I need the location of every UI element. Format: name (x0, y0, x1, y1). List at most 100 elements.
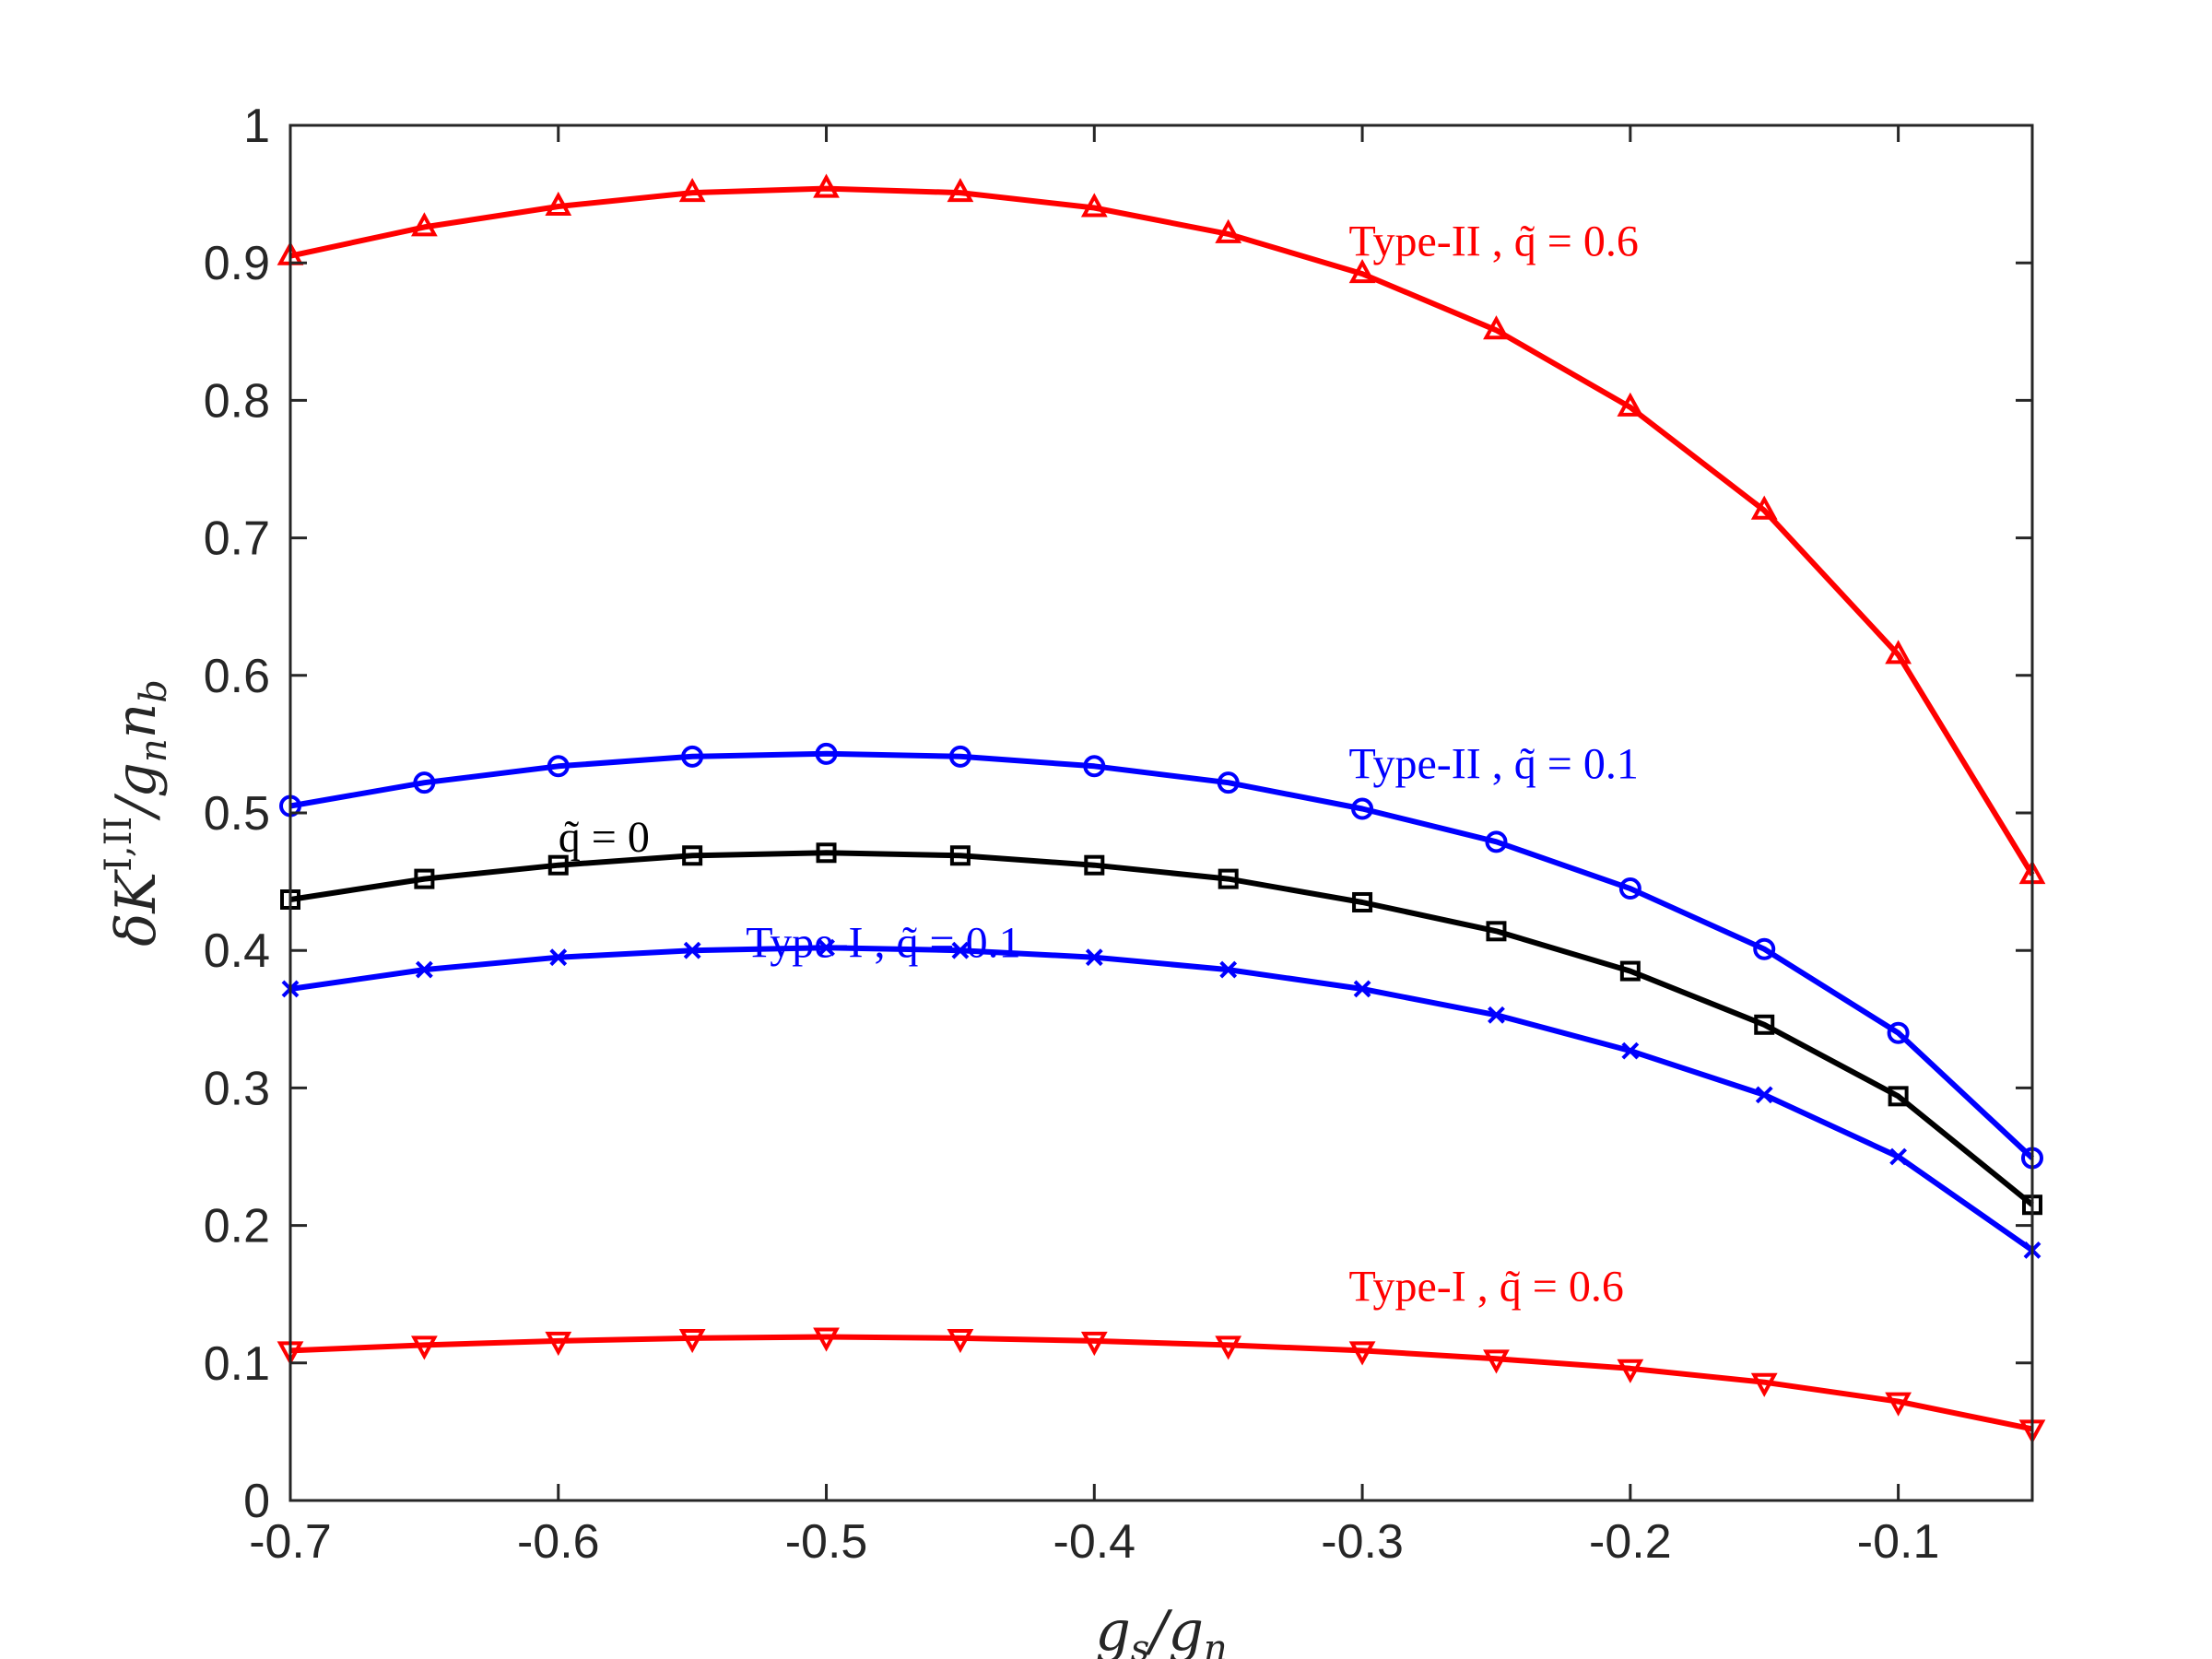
data-point (681, 745, 704, 768)
data-point (682, 845, 703, 866)
data-point (813, 1327, 840, 1352)
data-point (1083, 755, 1106, 778)
series (281, 938, 2041, 1259)
data-point (951, 941, 970, 959)
data-point (549, 948, 568, 967)
x-tick-label: -0.4 (1053, 1515, 1136, 1569)
data-point (1488, 1006, 1505, 1024)
data-point (1483, 1349, 1510, 1374)
x-tick-label: -0.3 (1321, 1515, 1404, 1569)
data-point (1215, 218, 1242, 243)
series (279, 742, 2043, 1170)
data-point (1755, 1086, 1773, 1104)
data-point (411, 212, 438, 237)
data-point (1885, 1392, 1912, 1417)
data-point (1080, 1331, 1108, 1357)
data-point (1621, 1041, 1640, 1060)
data-point (1483, 315, 1510, 340)
data-point (1888, 1086, 1909, 1107)
data-point (1889, 1147, 1908, 1166)
y-tick-label: 0.4 (204, 924, 270, 978)
data-point (545, 191, 572, 217)
series-line (289, 1334, 2033, 1432)
data-point (415, 960, 433, 979)
y-tick-label: 0.5 (204, 787, 270, 841)
series-line (289, 850, 2034, 1207)
annotation-label: Type-II , q̃ = 0.1 (1349, 740, 1639, 789)
data-point (1753, 937, 1776, 960)
data-point (1080, 193, 1108, 218)
data-point (816, 842, 837, 864)
series (280, 842, 2042, 1216)
data-point (1887, 1021, 1910, 1044)
data-point (1219, 960, 1238, 979)
x-tick-label: -0.6 (517, 1515, 600, 1569)
data-point (1352, 891, 1373, 912)
data-point (1754, 1014, 1775, 1035)
annotation-label: Type-I , q̃ = 0.1 (746, 919, 1020, 968)
annotation-label: Type-II , q̃ = 0.6 (1349, 218, 1639, 266)
data-point (545, 1331, 572, 1357)
data-point (947, 177, 974, 203)
x-tick-label: -0.2 (1589, 1515, 1672, 1569)
plot-area (290, 125, 2032, 1500)
data-point (949, 845, 971, 866)
data-point (818, 938, 835, 957)
series-line (289, 750, 2035, 1160)
y-tick-label: 0.3 (204, 1062, 270, 1115)
y-tick-label: 0.7 (204, 512, 270, 566)
data-point (1750, 1372, 1778, 1397)
data-point (1619, 960, 1641, 982)
y-tick-label: 1 (243, 100, 270, 153)
data-point (947, 1328, 974, 1354)
x-axis-label: gs/gn (1095, 1599, 1227, 1659)
data-point (413, 771, 436, 794)
data-point (1218, 868, 1239, 889)
y-tick-label: 0.2 (204, 1200, 270, 1253)
data-point (1348, 258, 1376, 284)
y-axis-label: δKI,II/gnnb (98, 679, 175, 947)
data-point (414, 868, 435, 889)
y-tick-label: 0.6 (204, 650, 270, 703)
series (276, 1327, 2046, 1444)
series-line (289, 945, 2034, 1253)
data-point (683, 941, 701, 959)
y-tick-label: 0.8 (204, 374, 270, 428)
data-point (1351, 797, 1374, 820)
data-point (547, 854, 569, 876)
data-point (1217, 771, 1240, 794)
data-point (815, 742, 838, 765)
x-tick-label: -0.1 (1857, 1515, 1940, 1569)
y-tick-label: 0.1 (204, 1337, 270, 1391)
data-point (411, 1335, 438, 1360)
data-point (1617, 392, 1644, 417)
data-point (1617, 1359, 1644, 1383)
x-tick-label: -0.7 (249, 1515, 332, 1569)
data-point (948, 745, 971, 768)
data-point (1486, 921, 1507, 942)
annotation-label: q̃ = 0 (559, 813, 650, 862)
data-point (1348, 1341, 1376, 1366)
data-point (678, 1328, 706, 1354)
data-point (1618, 877, 1641, 900)
series (276, 173, 2046, 885)
data-point (1885, 640, 1912, 665)
y-tick-label: 0 (243, 1475, 270, 1528)
x-tick-label: -0.5 (785, 1515, 868, 1569)
data-point (813, 173, 840, 198)
annotation-layer: Type-II , q̃ = 0.6 Type-II , q̃ = 0.1 q̃ =… (559, 218, 1639, 1312)
y-tick-label: 0.9 (204, 237, 270, 290)
series-layer (276, 173, 2046, 1444)
data-point (678, 177, 706, 203)
data-point (1353, 980, 1371, 998)
data-point (1084, 854, 1105, 876)
data-point (1485, 830, 1508, 853)
data-point (1750, 495, 1778, 520)
annotation-label: Type-I , q̃ = 0.6 (1349, 1263, 1624, 1312)
data-point (1085, 948, 1103, 967)
data-point (1215, 1335, 1242, 1360)
series-line (289, 185, 2035, 877)
data-point (547, 755, 570, 778)
tick-layer: -0.7 -0.6 -0.5 -0.4 -0.3 -0.2 -0.1 0 0.1 0.2 0.3 0.… (204, 100, 2032, 1569)
